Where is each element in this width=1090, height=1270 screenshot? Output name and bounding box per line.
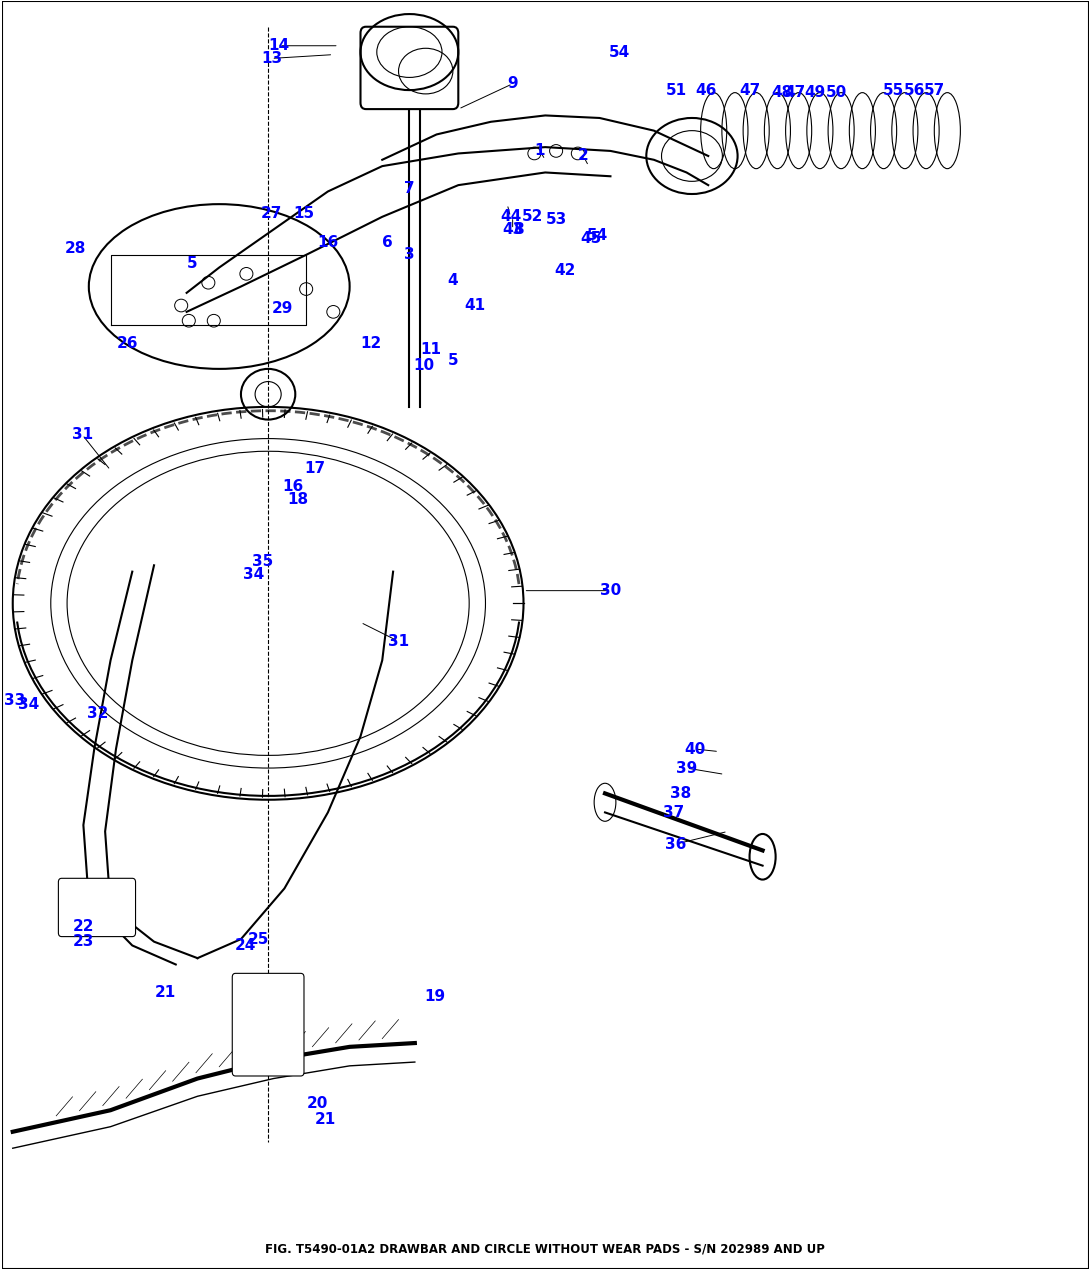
- Text: 16: 16: [317, 235, 339, 250]
- Text: 5: 5: [186, 257, 197, 272]
- Text: 52: 52: [521, 210, 543, 225]
- Text: 45: 45: [580, 231, 602, 246]
- Text: 47: 47: [785, 85, 806, 100]
- Text: 23: 23: [73, 935, 94, 949]
- Text: 13: 13: [261, 51, 282, 66]
- Text: 9: 9: [507, 76, 518, 91]
- Text: 54: 54: [608, 44, 630, 60]
- Text: 8: 8: [512, 222, 523, 237]
- Text: 33: 33: [4, 693, 25, 709]
- Text: 34: 34: [19, 697, 39, 712]
- Text: 35: 35: [252, 554, 274, 569]
- Text: 36: 36: [665, 837, 687, 852]
- Text: 37: 37: [663, 805, 685, 820]
- Text: 14: 14: [268, 38, 290, 53]
- Text: 49: 49: [804, 85, 825, 100]
- Text: 57: 57: [923, 83, 945, 98]
- Text: 16: 16: [282, 479, 304, 494]
- Text: 25: 25: [247, 932, 269, 946]
- Text: 1: 1: [534, 144, 545, 159]
- FancyBboxPatch shape: [361, 27, 458, 109]
- Text: 24: 24: [234, 939, 256, 952]
- Text: 20: 20: [306, 1096, 328, 1111]
- Text: 46: 46: [695, 83, 717, 98]
- Text: 56: 56: [904, 83, 925, 98]
- Text: 21: 21: [315, 1111, 337, 1126]
- Text: 6: 6: [383, 235, 393, 250]
- Text: 4: 4: [448, 273, 458, 288]
- Text: 32: 32: [87, 706, 108, 721]
- Text: 39: 39: [676, 761, 698, 776]
- FancyBboxPatch shape: [59, 879, 135, 936]
- Text: 19: 19: [424, 988, 445, 1003]
- Text: 10: 10: [413, 358, 434, 372]
- Text: 53: 53: [545, 212, 567, 227]
- Text: 48: 48: [772, 85, 792, 100]
- Text: 21: 21: [155, 984, 175, 999]
- Text: 12: 12: [361, 337, 382, 351]
- Text: 54: 54: [586, 229, 608, 244]
- Text: 34: 34: [243, 566, 265, 582]
- Text: 11: 11: [421, 343, 441, 357]
- Text: 38: 38: [670, 786, 692, 801]
- Text: 30: 30: [600, 583, 621, 598]
- Text: 18: 18: [287, 491, 308, 507]
- FancyBboxPatch shape: [232, 973, 304, 1076]
- Text: 28: 28: [65, 241, 86, 257]
- Text: 15: 15: [293, 206, 315, 221]
- Text: 41: 41: [464, 298, 485, 312]
- Text: 50: 50: [826, 85, 847, 100]
- Text: 31: 31: [388, 634, 409, 649]
- Text: 31: 31: [72, 427, 93, 442]
- Text: 7: 7: [404, 182, 414, 197]
- Text: 29: 29: [271, 301, 293, 315]
- Text: 40: 40: [685, 742, 706, 757]
- Text: FIG. T5490-01A2 DRAWBAR AND CIRCLE WITHOUT WEAR PADS - S/N 202989 AND UP: FIG. T5490-01A2 DRAWBAR AND CIRCLE WITHO…: [265, 1243, 825, 1256]
- Text: 5: 5: [448, 353, 458, 367]
- Text: 3: 3: [404, 248, 414, 263]
- Text: 43: 43: [502, 222, 523, 237]
- Text: 51: 51: [666, 83, 688, 98]
- Text: 2: 2: [578, 149, 589, 164]
- Text: 55: 55: [883, 83, 904, 98]
- Text: 17: 17: [304, 461, 326, 476]
- Text: 42: 42: [554, 263, 576, 278]
- Text: 22: 22: [73, 919, 94, 933]
- Text: 47: 47: [739, 83, 760, 98]
- Text: 27: 27: [261, 206, 282, 221]
- Text: 26: 26: [118, 337, 138, 351]
- Text: 44: 44: [500, 210, 521, 225]
